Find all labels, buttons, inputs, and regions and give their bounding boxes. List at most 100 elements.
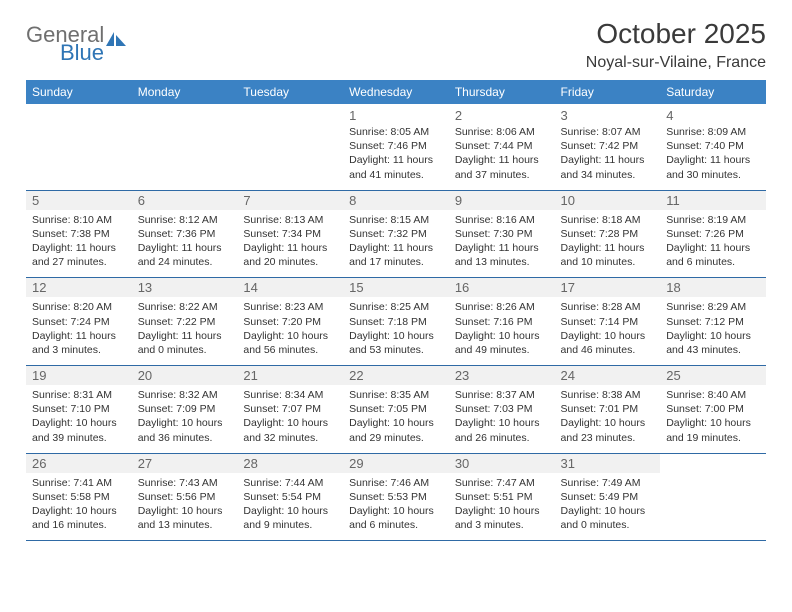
calendar-day-cell: 2Sunrise: 8:06 AMSunset: 7:44 PMDaylight…	[449, 104, 555, 190]
day-number: 23	[449, 366, 555, 385]
calendar-week-row: 12 Sunrise: 8:20 AMSunset: 7:24 PMDayligh…	[26, 278, 766, 366]
calendar-day-cell: 9 Sunrise: 8:16 AMSunset: 7:30 PMDaylight…	[449, 190, 555, 278]
day-number: 28	[237, 454, 343, 473]
day-header: Monday	[132, 80, 238, 104]
day-info: Sunrise: 7:41 AMSunset: 5:58 PMDaylight:…	[32, 476, 126, 533]
day-info: Sunrise: 8:20 AMSunset: 7:24 PMDaylight:…	[32, 300, 126, 357]
calendar-day-cell: 12 Sunrise: 8:20 AMSunset: 7:24 PMDayligh…	[26, 278, 132, 366]
day-info: Sunrise: 8:31 AMSunset: 7:10 PMDaylight:…	[32, 388, 126, 445]
day-header: Saturday	[660, 80, 766, 104]
calendar-day-cell: 21 Sunrise: 8:34 AMSunset: 7:07 PMDayligh…	[237, 366, 343, 454]
calendar-day-cell: 17Sunrise: 8:28 AMSunset: 7:14 PMDayligh…	[555, 278, 661, 366]
calendar-day-cell: 28 Sunrise: 7:44 AMSunset: 5:54 PMDayligh…	[237, 453, 343, 541]
calendar-day-cell: 15 Sunrise: 8:25 AMSunset: 7:18 PMDayligh…	[343, 278, 449, 366]
calendar-day-cell: 8 Sunrise: 8:15 AMSunset: 7:32 PMDaylight…	[343, 190, 449, 278]
day-number: 12	[26, 278, 132, 297]
day-number: 27	[132, 454, 238, 473]
calendar-day-cell: 23 Sunrise: 8:37 AMSunset: 7:03 PMDayligh…	[449, 366, 555, 454]
day-info: Sunrise: 8:26 AMSunset: 7:16 PMDaylight:…	[455, 300, 549, 357]
day-number: 11	[660, 191, 766, 210]
calendar-week-row: 19 Sunrise: 8:31 AMSunset: 7:10 PMDayligh…	[26, 366, 766, 454]
day-info: Sunrise: 8:34 AMSunset: 7:07 PMDaylight:…	[243, 388, 337, 445]
calendar-empty-cell	[237, 104, 343, 190]
day-number: 5	[26, 191, 132, 210]
day-number: 10	[555, 191, 661, 210]
header: GeneralBlue October 2025 Noyal-sur-Vilai…	[26, 18, 766, 72]
day-number: 22	[343, 366, 449, 385]
calendar-body: 1 Sunrise: 8:05 AMSunset: 7:46 PMDaylight…	[26, 104, 766, 541]
day-header: Friday	[555, 80, 661, 104]
day-number: 29	[343, 454, 449, 473]
day-info: Sunrise: 7:43 AMSunset: 5:56 PMDaylight:…	[138, 476, 232, 533]
day-info: Sunrise: 8:40 AMSunset: 7:00 PMDaylight:…	[666, 388, 760, 445]
day-number: 24	[555, 366, 661, 385]
calendar-day-cell: 16Sunrise: 8:26 AMSunset: 7:16 PMDayligh…	[449, 278, 555, 366]
day-number: 15	[343, 278, 449, 297]
day-number: 3	[561, 108, 655, 123]
day-info: Sunrise: 8:25 AMSunset: 7:18 PMDaylight:…	[349, 300, 443, 357]
day-info: Sunrise: 8:38 AMSunset: 7:01 PMDaylight:…	[561, 388, 655, 445]
day-number: 14	[237, 278, 343, 297]
calendar-day-cell: 25 Sunrise: 8:40 AMSunset: 7:00 PMDayligh…	[660, 366, 766, 454]
calendar-week-row: 26 Sunrise: 7:41 AMSunset: 5:58 PMDayligh…	[26, 453, 766, 541]
day-info: Sunrise: 8:09 AMSunset: 7:40 PMDaylight:…	[666, 125, 760, 182]
day-info: Sunrise: 8:05 AMSunset: 7:46 PMDaylight:…	[349, 125, 443, 182]
day-info: Sunrise: 7:46 AMSunset: 5:53 PMDaylight:…	[349, 476, 443, 533]
day-number: 19	[26, 366, 132, 385]
day-info: Sunrise: 8:29 AMSunset: 7:12 PMDaylight:…	[666, 300, 760, 357]
calendar-week-row: 5 Sunrise: 8:10 AMSunset: 7:38 PMDaylight…	[26, 190, 766, 278]
day-header: Thursday	[449, 80, 555, 104]
day-info: Sunrise: 8:13 AMSunset: 7:34 PMDaylight:…	[243, 213, 337, 270]
day-number: 8	[343, 191, 449, 210]
calendar-day-cell: 14Sunrise: 8:23 AMSunset: 7:20 PMDayligh…	[237, 278, 343, 366]
calendar-day-cell: 10 Sunrise: 8:18 AMSunset: 7:28 PMDayligh…	[555, 190, 661, 278]
calendar-day-cell: 11 Sunrise: 8:19 AMSunset: 7:26 PMDayligh…	[660, 190, 766, 278]
day-info: Sunrise: 8:16 AMSunset: 7:30 PMDaylight:…	[455, 213, 549, 270]
calendar-day-cell: 29 Sunrise: 7:46 AMSunset: 5:53 PMDayligh…	[343, 453, 449, 541]
day-info: Sunrise: 8:10 AMSunset: 7:38 PMDaylight:…	[32, 213, 126, 270]
title-block: October 2025 Noyal-sur-Vilaine, France	[586, 18, 766, 72]
day-number: 6	[132, 191, 238, 210]
calendar-day-cell: 3 Sunrise: 8:07 AMSunset: 7:42 PMDaylight…	[555, 104, 661, 190]
day-header: Wednesday	[343, 80, 449, 104]
day-number: 1	[349, 108, 443, 123]
day-info: Sunrise: 8:07 AMSunset: 7:42 PMDaylight:…	[561, 125, 655, 182]
calendar-day-cell: 1 Sunrise: 8:05 AMSunset: 7:46 PMDaylight…	[343, 104, 449, 190]
calendar-day-cell: 18 Sunrise: 8:29 AMSunset: 7:12 PMDayligh…	[660, 278, 766, 366]
day-number: 7	[237, 191, 343, 210]
day-info: Sunrise: 7:49 AMSunset: 5:49 PMDaylight:…	[561, 476, 655, 533]
day-number: 30	[449, 454, 555, 473]
day-info: Sunrise: 8:22 AMSunset: 7:22 PMDaylight:…	[138, 300, 232, 357]
day-info: Sunrise: 8:19 AMSunset: 7:26 PMDaylight:…	[666, 213, 760, 270]
day-number: 26	[26, 454, 132, 473]
logo: GeneralBlue	[26, 18, 126, 64]
day-number: 20	[132, 366, 238, 385]
day-header: Sunday	[26, 80, 132, 104]
day-number: 4	[666, 108, 760, 123]
day-number: 18	[660, 278, 766, 297]
location-label: Noyal-sur-Vilaine, France	[586, 54, 766, 72]
day-info: Sunrise: 8:37 AMSunset: 7:03 PMDaylight:…	[455, 388, 549, 445]
calendar-day-cell: 20Sunrise: 8:32 AMSunset: 7:09 PMDayligh…	[132, 366, 238, 454]
calendar-day-cell: 22Sunrise: 8:35 AMSunset: 7:05 PMDayligh…	[343, 366, 449, 454]
month-title: October 2025	[586, 18, 766, 50]
calendar-empty-cell	[26, 104, 132, 190]
day-number: 31	[555, 454, 661, 473]
calendar-day-cell: 7 Sunrise: 8:13 AMSunset: 7:34 PMDaylight…	[237, 190, 343, 278]
calendar-table: SundayMondayTuesdayWednesdayThursdayFrid…	[26, 80, 766, 541]
day-number: 21	[237, 366, 343, 385]
calendar-day-cell: 5 Sunrise: 8:10 AMSunset: 7:38 PMDaylight…	[26, 190, 132, 278]
day-info: Sunrise: 8:15 AMSunset: 7:32 PMDaylight:…	[349, 213, 443, 270]
calendar-header-row: SundayMondayTuesdayWednesdayThursdayFrid…	[26, 80, 766, 104]
calendar-day-cell: 13Sunrise: 8:22 AMSunset: 7:22 PMDayligh…	[132, 278, 238, 366]
day-info: Sunrise: 8:18 AMSunset: 7:28 PMDaylight:…	[561, 213, 655, 270]
day-header: Tuesday	[237, 80, 343, 104]
calendar-day-cell: 27 Sunrise: 7:43 AMSunset: 5:56 PMDayligh…	[132, 453, 238, 541]
day-info: Sunrise: 7:47 AMSunset: 5:51 PMDaylight:…	[455, 476, 549, 533]
day-number: 17	[555, 278, 661, 297]
day-number: 25	[660, 366, 766, 385]
day-info: Sunrise: 7:44 AMSunset: 5:54 PMDaylight:…	[243, 476, 337, 533]
day-number: 9	[449, 191, 555, 210]
day-info: Sunrise: 8:06 AMSunset: 7:44 PMDaylight:…	[455, 125, 549, 182]
calendar-day-cell: 6Sunrise: 8:12 AMSunset: 7:36 PMDaylight…	[132, 190, 238, 278]
